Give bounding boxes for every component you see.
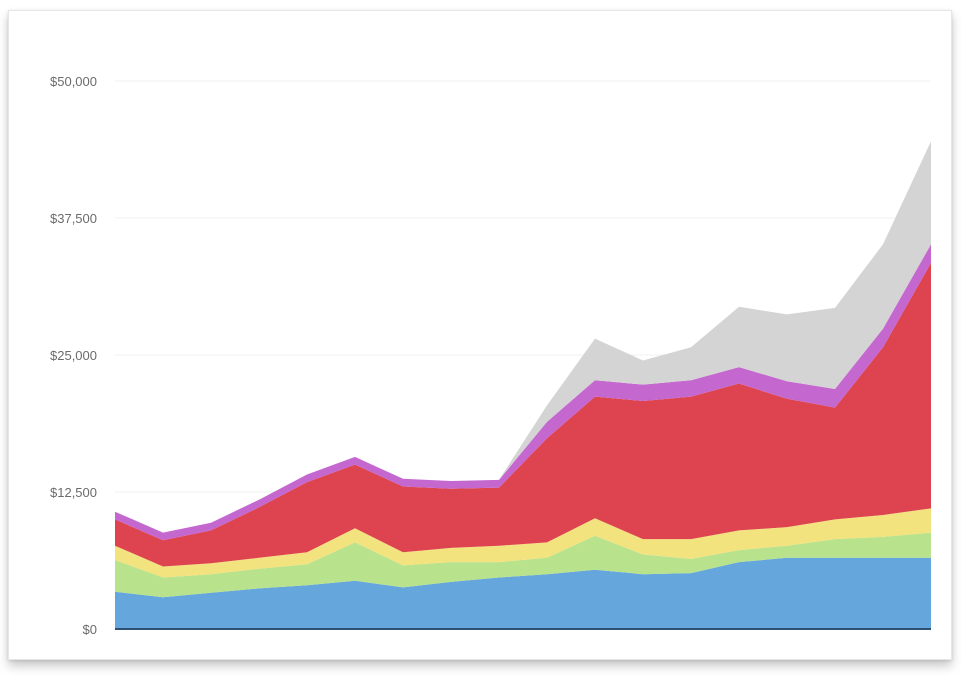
y-tick-label: $50,000 bbox=[50, 74, 97, 89]
y-tick-label: $12,500 bbox=[50, 485, 97, 500]
area-series-2 bbox=[115, 532, 931, 598]
area-series-6 bbox=[115, 141, 931, 533]
y-tick-labels: $0 $12,500 $25,000 $37,500 $50,000 bbox=[50, 74, 97, 637]
area-series-4 bbox=[115, 262, 931, 567]
y-tick-label: $0 bbox=[83, 622, 97, 637]
stacked-area-chart: $0 $12,500 $25,000 $37,500 $50,000 bbox=[50, 74, 931, 637]
chart-card: $0 $12,500 $25,000 $37,500 $50,000 bbox=[8, 10, 952, 660]
y-tick-label: $25,000 bbox=[50, 348, 97, 363]
area-series-group bbox=[115, 141, 931, 629]
area-series-5 bbox=[115, 244, 931, 541]
area-series-3 bbox=[115, 508, 931, 578]
area-series-1 bbox=[115, 557, 931, 629]
y-tick-label: $37,500 bbox=[50, 211, 97, 226]
